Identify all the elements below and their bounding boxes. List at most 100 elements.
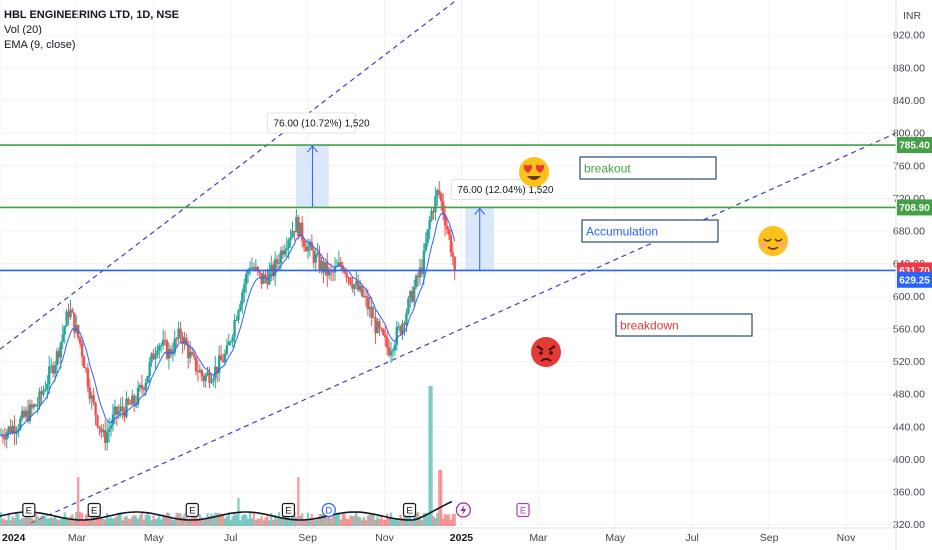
annotation-box-accumulation[interactable] [581,219,719,243]
candle-body [30,404,34,408]
candle-body [13,425,16,434]
earnings-marker[interactable] [402,502,417,518]
volume-bar [78,512,82,526]
bolt-shape [460,505,467,515]
volume-bar [412,516,416,526]
volume-bar [370,512,373,526]
candle-body [59,342,63,358]
candle-body [96,415,99,427]
chart-legend: HBL ENGINEERING LTD, 1D, NSE Vol (20) EM… [4,8,179,53]
volume-bar [187,518,190,526]
candle-body [376,321,379,333]
candle-body [194,357,198,372]
candle-body [181,336,184,345]
earnings-marker[interactable] [87,502,101,518]
candle-body [21,410,24,419]
channel-line[interactable] [0,0,635,350]
candle-body [28,404,32,421]
candle-body [250,267,254,269]
candle-body [3,437,7,440]
candle-body [152,353,155,360]
volume-bar [92,514,95,526]
candle-body [387,347,391,356]
candle-body [1,434,5,438]
candle-body [316,253,319,255]
annotation-box-breakout[interactable] [579,156,717,180]
candle-body [273,259,277,277]
candle-body [216,366,219,374]
candle-body [227,341,231,346]
earnings-marker[interactable] [516,502,530,518]
candle-body [243,284,246,293]
earnings-marker[interactable] [185,502,199,518]
horizontal-levels[interactable] [0,144,896,272]
love-emoji-icon [519,157,549,187]
symbol-title[interactable]: HBL ENGINEERING LTD, 1D, NSE [4,9,180,21]
channel-lines[interactable] [0,0,897,524]
currency-label[interactable]: INR [903,10,922,22]
earnings-marker[interactable] [22,502,36,518]
time-axis[interactable]: 2024 Mar May Jul Sep Nov 2025 Mar May Jul Sep Nov [0,527,896,544]
candle-body [111,414,115,426]
volume-bar [173,519,176,526]
candle-body [5,432,8,440]
volume-ma-line [0,500,453,521]
annotation-box-breakdown[interactable] [615,313,753,337]
candle-body [146,375,149,384]
volume-bar [436,513,439,526]
candle-body [306,246,310,252]
candle-body [244,273,248,285]
candle-body [347,277,350,279]
candle-body [241,292,244,305]
dividend-marker[interactable] [321,502,336,518]
volume-bar [266,514,269,526]
volume-bar [353,515,356,526]
event-marker-label: E [285,506,291,517]
candle-body [343,270,346,273]
price-tag-accumulation_top[interactable] [897,199,932,216]
annotations[interactable]: breakout Accumulation breakdown [519,156,788,367]
measure-tools[interactable]: 76.00 (10.72%) 1,520 76.00 (12.04%) 1,520 [266,112,554,271]
candle-body [308,242,312,247]
event-marker-label: E [26,506,32,517]
candle-body [370,306,373,319]
candle-body [380,328,383,330]
candle-body [167,349,171,359]
volume-bar [349,515,352,526]
event-marker-label: D [325,506,332,517]
candle-body [210,381,213,383]
candle-body [440,193,443,202]
brow [548,345,556,351]
volume-bar [121,520,124,526]
volume-bar [337,512,341,526]
price-axis[interactable]: 920.00880.00840.00800.00760.00720.00680.… [893,0,932,550]
candle-body [109,425,113,429]
volume-bar [320,514,323,526]
candle-body [339,262,343,266]
candle-body [188,351,192,359]
candle-body [78,337,82,344]
price-tag-resistance[interactable] [897,137,932,154]
volume-bar [217,512,221,526]
earnings-marker[interactable] [281,502,296,518]
candle-body [449,234,453,253]
candle-body [447,229,451,235]
price-tag-ema_value[interactable] [897,271,932,288]
volume-bar [341,514,344,526]
indicator-volume[interactable]: Vol (20) [4,24,42,36]
indicator-ema[interactable]: EMA (9, close) [4,39,76,51]
volume-bar [272,520,275,526]
candle-body [331,271,335,273]
volume-bar [146,513,149,526]
volume-bar [185,516,188,526]
volume-bar [63,512,66,526]
x-tick-label: Nov [837,532,856,544]
volume-bar [132,514,136,526]
candle-body [69,309,72,318]
volume-bar [256,518,259,526]
x-tick-label: May [605,532,626,544]
volume-bar [308,518,312,526]
candle-body [105,432,109,443]
